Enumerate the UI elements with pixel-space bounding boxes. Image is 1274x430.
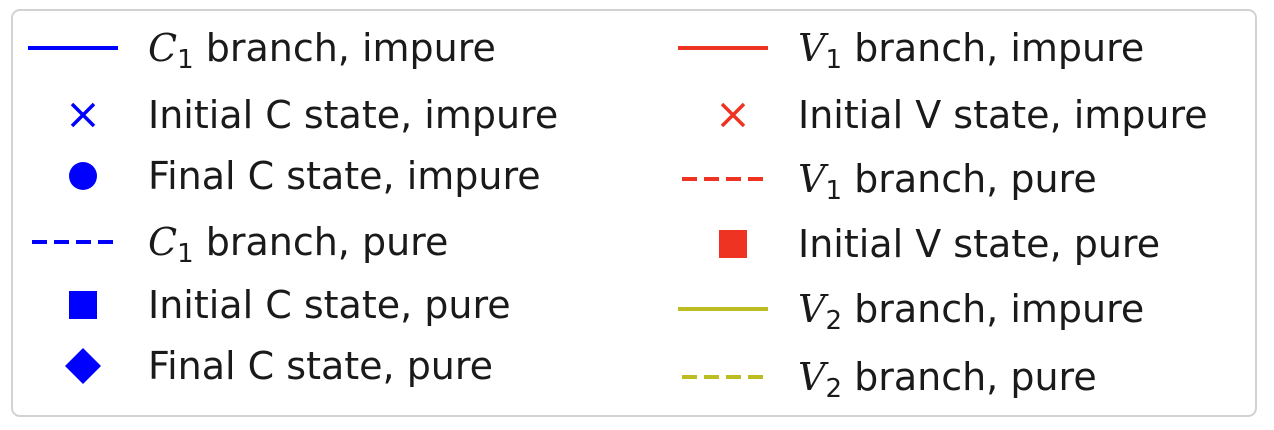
legend-marker-x-shape bbox=[720, 102, 746, 128]
legend-marker-diamond-shape bbox=[65, 348, 101, 384]
legend: C1 branch, impure Initial C state, impur… bbox=[11, 9, 1257, 417]
legend-label: C1 branch, impure bbox=[148, 26, 496, 75]
legend-label: V2 branch, pure bbox=[798, 355, 1097, 404]
legend-marker-dashed-line bbox=[32, 240, 118, 244]
legend-marker-diamond bbox=[65, 348, 101, 384]
legend-label: V2 branch, impure bbox=[798, 287, 1145, 336]
legend-label: C1 branch, pure bbox=[148, 220, 449, 269]
legend-label: Initial C state, pure bbox=[148, 283, 511, 327]
legend-marker-square-shape bbox=[719, 230, 747, 258]
legend-label: Final C state, pure bbox=[148, 344, 494, 388]
legend-label: Initial V state, impure bbox=[798, 93, 1208, 137]
legend-label: Initial C state, impure bbox=[148, 93, 559, 137]
legend-marker-x bbox=[70, 102, 96, 128]
legend-marker-square-shape bbox=[69, 291, 97, 319]
legend-marker-x bbox=[720, 102, 746, 128]
legend-marker-dashed-line bbox=[682, 375, 768, 379]
legend-marker-circle bbox=[69, 162, 97, 190]
legend-label: Initial V state, pure bbox=[798, 222, 1161, 266]
legend-marker-dashed-line bbox=[682, 177, 768, 181]
legend-marker-solid-line bbox=[678, 46, 768, 50]
legend-marker-x-shape bbox=[70, 102, 96, 128]
legend-label: V1 branch, impure bbox=[798, 26, 1145, 75]
legend-marker-solid-line bbox=[28, 46, 118, 50]
legend-marker-solid-line bbox=[678, 307, 768, 311]
legend-marker-square bbox=[719, 230, 747, 258]
legend-label: Final C state, impure bbox=[148, 154, 541, 198]
legend-marker-circle-shape bbox=[69, 162, 97, 190]
legend-label: V1 branch, pure bbox=[798, 157, 1097, 206]
legend-marker-square bbox=[69, 291, 97, 319]
